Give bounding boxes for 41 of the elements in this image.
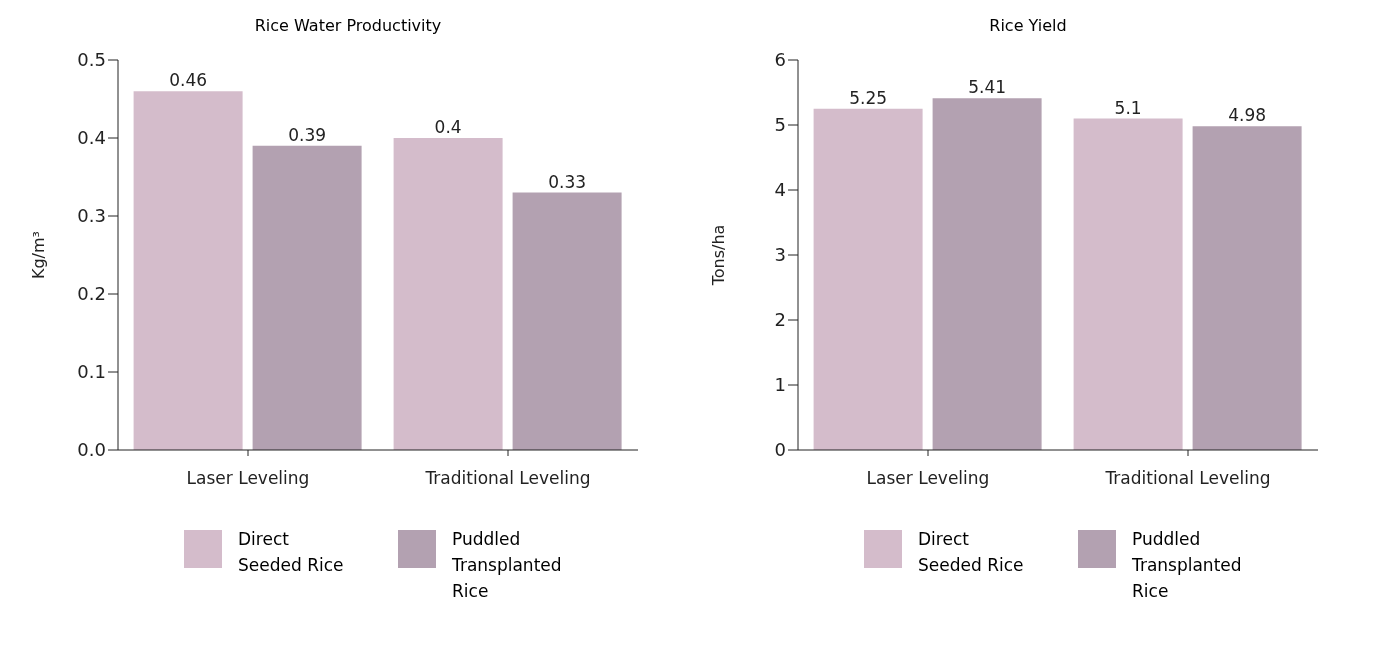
chart-title: Rice Water Productivity [253,16,443,37]
bar [252,145,362,450]
y-tick-label: 5 [774,114,786,136]
x-tick-label: Laser Leveling [866,468,990,489]
bar [1073,118,1183,450]
legend-label: Direct Seeded Rice [918,528,1025,577]
bar [133,91,243,450]
legend-label: Puddled Transplanted Rice [1132,528,1243,603]
y-tick-label: 0.4 [77,127,106,149]
data-label: 5.41 [968,77,1007,98]
data-label: 5.1 [1114,97,1142,118]
y-tick-label: 1 [774,374,786,396]
y-tick-label: 0.1 [77,361,106,383]
y-tick-label: 0.5 [77,49,106,71]
bar [1192,126,1302,450]
data-label: 0.4 [434,117,462,137]
legend-label: Puddled Transplanted Rice [452,528,563,603]
bar [393,138,503,450]
data-label: 0.33 [548,171,587,192]
x-tick-label: Traditional Leveling [424,468,591,489]
bar [813,108,923,450]
chart-title: Rice Yield [988,16,1068,37]
y-tick-label: 3 [774,244,786,266]
y-tick-label: 0.0 [77,439,106,461]
data-label: 4.98 [1228,105,1267,126]
y-tick-label: 4 [774,179,786,201]
bar [932,98,1042,450]
legend-label: Direct Seeded Rice [238,528,345,577]
y-axis-title: Tons/ha [708,224,728,287]
y-tick-label: 0 [774,439,786,461]
data-label: 5.25 [849,87,888,108]
y-tick-label: 0.3 [77,205,106,227]
data-label: 0.46 [169,70,208,91]
x-tick-label: Traditional Leveling [1104,468,1271,489]
y-axis-title: Kg/m³ [28,230,48,280]
x-tick-label: Laser Leveling [186,468,310,489]
y-tick-label: 6 [774,49,786,71]
bar [512,192,622,450]
y-tick-label: 0.2 [77,283,106,305]
y-tick-label: 2 [774,309,786,331]
data-label: 0.39 [288,124,327,145]
